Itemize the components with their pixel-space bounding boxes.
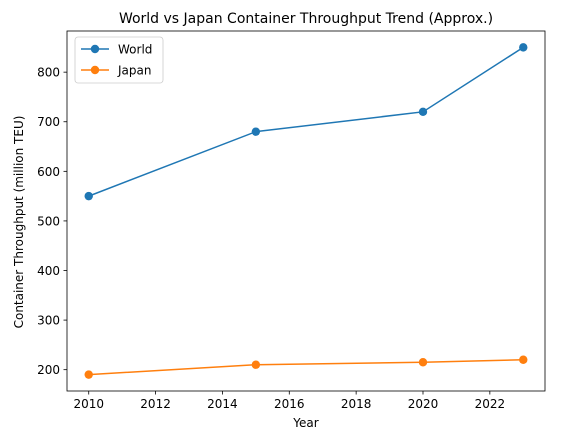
data-point-world-2023	[519, 43, 528, 52]
x-tick-label-2012: 2012	[140, 397, 171, 411]
legend-label-world: World	[118, 43, 152, 57]
chart-title: World vs Japan Container Throughput Tren…	[119, 11, 493, 27]
data-point-world-2015	[251, 127, 261, 136]
data-point-world-2010	[84, 191, 93, 201]
x-tick-label-2022: 2022	[475, 397, 506, 411]
x-tick-label-2020: 2020	[408, 397, 439, 411]
series-line-japan	[88, 359, 524, 376]
legend-marker-japan	[90, 65, 100, 75]
x-tick-label-2018: 2018	[341, 397, 372, 411]
plot-area: 2010 2012 2014 2016 2018 2020 2022 200 300 400 500…	[37, 30, 546, 411]
y-tick-label-300: 300	[37, 314, 60, 328]
data-point-japan-2015	[251, 360, 261, 369]
x-tick-label-2016: 2016	[274, 397, 305, 411]
series-line-world	[88, 46, 524, 197]
data-point-japan-2023	[519, 355, 528, 364]
legend-marker-world	[90, 44, 100, 54]
y-tick-label-600: 600	[37, 165, 60, 179]
x-tick-label-2010: 2010	[73, 397, 104, 411]
data-point-world-2020	[418, 107, 428, 117]
legend-label-japan: Japan	[117, 64, 151, 78]
x-axis-label: Year	[292, 416, 318, 430]
data-point-japan-2020	[418, 358, 428, 367]
y-tick-label-400: 400	[37, 264, 60, 278]
y-tick-label-700: 700	[37, 115, 60, 129]
y-axis-label: Container Throughput (million TEU)	[12, 116, 26, 329]
y-tick-label-800: 800	[37, 66, 60, 80]
data-point-japan-2010	[84, 370, 93, 379]
y-tick-label-200: 200	[37, 363, 60, 377]
legend: World Japan	[74, 36, 164, 84]
x-tick-label-2014: 2014	[207, 397, 238, 411]
axes-frame	[66, 30, 546, 392]
y-tick-label-500: 500	[37, 214, 60, 228]
